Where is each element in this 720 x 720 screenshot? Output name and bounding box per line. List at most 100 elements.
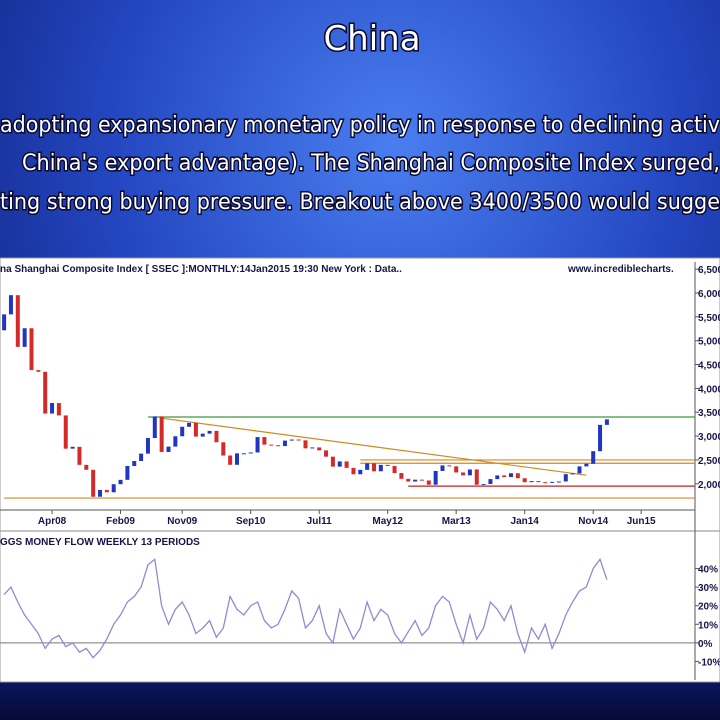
candle — [515, 473, 520, 479]
candle — [543, 482, 548, 484]
candle — [50, 403, 55, 414]
candle — [43, 371, 48, 414]
candle — [337, 461, 342, 467]
y-tick-label: 0% — [698, 639, 713, 650]
y-tick-label: 30% — [698, 583, 718, 594]
candle — [310, 447, 315, 449]
candle — [440, 465, 445, 471]
candle — [77, 446, 82, 465]
y-tick-label: 3,000 — [698, 432, 720, 443]
candle — [187, 422, 192, 427]
candle — [91, 469, 96, 497]
candle — [598, 424, 603, 452]
candle — [145, 438, 150, 454]
candle — [330, 456, 335, 467]
candle — [200, 433, 205, 437]
y-tick-label: 4,000 — [698, 384, 720, 395]
candle — [577, 466, 582, 474]
candle — [495, 475, 500, 480]
y-tick-label: 20% — [698, 602, 718, 613]
candle — [262, 437, 267, 445]
indicator-title: GGS MONEY FLOW WEEKLY 13 PERIODS — [0, 537, 200, 548]
candle — [556, 481, 561, 483]
candle — [481, 484, 486, 486]
y-tick-label: 5,000 — [698, 337, 720, 348]
y-tick-label: 5,500 — [698, 313, 720, 324]
candle — [276, 445, 281, 447]
candle — [166, 446, 171, 452]
x-tick-label: Sep10 — [236, 516, 266, 527]
candle — [447, 465, 452, 467]
x-tick-label: Jul11 — [307, 516, 332, 527]
candle — [522, 478, 527, 483]
candle — [70, 446, 75, 449]
candle — [248, 452, 253, 454]
candle — [378, 464, 383, 472]
candle — [365, 463, 370, 470]
candle — [289, 439, 294, 441]
candle — [193, 422, 198, 437]
chart-source: www.incrediblecharts. — [567, 264, 674, 275]
y-tick-label: 2,000 — [698, 480, 720, 491]
candle — [36, 370, 41, 372]
x-tick-label: Nov09 — [167, 516, 197, 527]
candle — [454, 466, 459, 473]
money-flow-line — [3, 557, 608, 659]
candle — [392, 466, 397, 474]
candle — [474, 469, 479, 485]
candle — [152, 416, 157, 439]
candle — [296, 439, 301, 441]
candle — [139, 453, 144, 462]
x-tick-label: Nov14 — [578, 516, 608, 527]
candle — [125, 465, 130, 480]
slide-text-line: adopting expansionary monetary policy in… — [0, 113, 720, 138]
candle — [406, 478, 411, 482]
candle — [173, 436, 178, 447]
candle — [584, 463, 589, 467]
candle — [467, 469, 472, 476]
candle — [550, 481, 555, 483]
slide-footer — [0, 682, 720, 720]
y-tick-label: 40% — [698, 565, 718, 576]
candle — [22, 328, 27, 347]
candle — [399, 473, 404, 479]
candle — [15, 295, 20, 347]
candle — [563, 474, 568, 482]
candle — [56, 403, 61, 416]
y-tick-label: 3,500 — [698, 408, 720, 419]
candle — [241, 453, 246, 455]
candle — [255, 437, 260, 453]
candle — [488, 479, 493, 485]
candle — [118, 479, 123, 485]
candle — [502, 475, 507, 478]
slide-text-line: ting strong buying pressure. Breakout ab… — [0, 190, 720, 215]
candle — [372, 463, 376, 472]
slide-text-line: China's export advantage). The Shanghai … — [22, 151, 720, 176]
candle — [8, 295, 13, 315]
candle — [303, 440, 308, 449]
x-tick-label: Feb09 — [106, 516, 135, 527]
y-tick-label: 10% — [698, 620, 718, 631]
candle — [111, 484, 116, 493]
x-tick-label: Apr08 — [38, 516, 67, 527]
candle — [344, 461, 349, 468]
candle — [358, 469, 363, 475]
candle — [591, 451, 596, 464]
candle — [228, 455, 233, 465]
y-tick-label: 6,000 — [698, 289, 720, 300]
y-tick-label: 4,500 — [698, 361, 720, 372]
candle — [461, 472, 466, 476]
y-tick-label: -10% — [698, 657, 720, 668]
candle — [413, 479, 418, 482]
candle — [536, 481, 541, 483]
candle — [419, 479, 424, 481]
candle — [351, 467, 356, 475]
candle — [180, 426, 185, 437]
candle — [2, 314, 7, 331]
x-tick-label: Jun15 — [627, 516, 656, 527]
candle — [63, 415, 68, 449]
candle — [235, 453, 239, 465]
candle — [570, 473, 575, 475]
chart-title: na Shanghai Composite Index [ SSEC ]:MON… — [0, 264, 402, 275]
y-tick-label: 6,500 — [698, 265, 720, 276]
